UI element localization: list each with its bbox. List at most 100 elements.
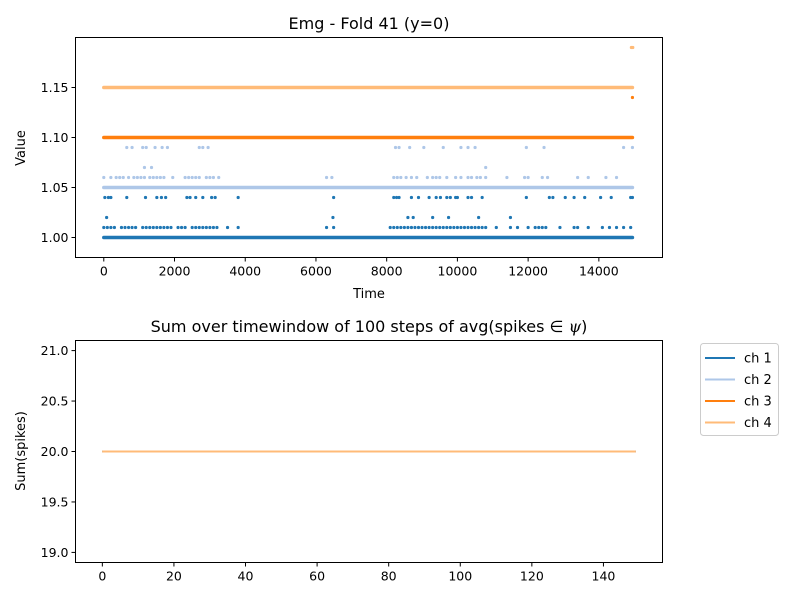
chart1-series-2-point [190,175,194,180]
chart1-series-1-point [416,195,421,200]
chart1-series-1-point [164,195,168,200]
chart1-series-2-point [197,145,201,150]
chart1-series-1-point [151,225,155,230]
chart1-series-2-point [130,145,134,150]
chart1-series-2-point [614,175,619,180]
chart1-series-2-point [522,175,527,180]
chart1-series-1-point [473,225,477,230]
chart1-series-1-point [169,225,173,230]
chart2-x-tick-label: 0 [98,569,106,584]
chart1-series-2-point [330,175,334,180]
chart1-series-1-point [524,195,528,200]
chart1-series-2-point [473,145,477,150]
chart1-series-1-point [112,225,116,230]
chart1-series-1-point [431,215,435,220]
chart1-series-1-point [544,225,548,230]
chart1-series-1-point [423,225,428,230]
chart1-series-1-point [583,195,587,200]
chart1-series-2-point [149,165,154,170]
chart1-series-2-point [459,145,463,150]
chart1-x-tick-label: 14000 [579,264,619,279]
chart1-series-4-point [631,45,635,50]
chart1-series-2-point [142,175,147,180]
chart1-series-1-point [446,215,451,220]
chart1-series-2-point [484,175,488,180]
chart1-series-1-point [188,195,192,200]
chart1-series-2-point [425,175,429,180]
chart1-series-2-point [121,175,125,180]
chart1-series-1-point [420,225,424,230]
chart1-series-1-point [480,195,484,200]
legend-label-4: ch 4 [744,416,772,431]
chart1-series-1-point [109,225,113,230]
chart1-series-2-point [630,145,635,150]
legend-label-2: ch 2 [744,373,772,388]
chart1-series-1-point [332,225,336,230]
chart1-series-1-point [141,225,145,230]
chart1-series-1-point [459,225,463,230]
chart1-series-1-point [477,215,481,220]
chart1-series-2-point [475,175,479,180]
chart1-series-2-point [132,175,136,180]
chart-spike-sum: Sum over timewindow of 100 steps of avg(… [14,317,779,584]
chart1-series-1-point [392,195,396,200]
chart1-series-1-point [609,195,613,200]
chart1-series-1-point [462,225,467,230]
chart1-series-1-point [213,195,217,200]
chart1-series-1-point [431,225,435,230]
chart1-series-1-point [409,195,414,200]
chart1-x-tick-label: 4000 [229,264,261,279]
chart1-series-1-point [397,195,401,200]
chart1-series-2-point [466,145,470,150]
legend-frame [700,343,779,436]
chart1-series-2-point [183,175,187,180]
chart1-series-1-point [607,225,612,230]
chart1-series-2-point [409,175,414,180]
chart1-series-1-point [185,195,189,200]
chart1-series-2-point [102,175,106,180]
chart1-series-2-point [153,145,157,150]
chart1-series-2-point [392,175,396,180]
chart1-series-2-point [118,175,122,180]
chart1-series-1-point [455,225,460,230]
chart1-series-1-point [165,225,170,230]
chart1-series-2-point [187,175,191,180]
chart2-title-part-1: Sum over timewindow of 100 steps of avg(… [151,317,550,336]
chart2-x-tick-label: 120 [520,569,544,584]
chart1-series-2-point [586,175,590,180]
chart1-series-2-point [484,165,488,170]
chart1-y-tick-label: 1.00 [41,230,69,245]
chart1-series-1-point [572,225,576,230]
chart1-y-axis-label: Value [14,130,29,166]
chart1-series-1-point [480,225,484,230]
chart1-series-1-point [469,195,474,200]
chart1-y-tick-label: 1.05 [41,180,69,195]
chart1-series-1-point [388,225,392,230]
chart1-series-2-point [148,175,152,180]
legend-label-3: ch 3 [744,395,772,410]
chart1-series-1-point [563,195,567,200]
chart1-series-1-point [576,225,580,230]
chart1-x-ticks: 0 2000 4000 6000 8000 10000 12000 14000 [100,257,619,279]
chart1-series-1-point [144,225,148,230]
chart1-series-1-point [143,195,148,200]
chart1-series-1-point [438,225,442,230]
chart1-series-1-point [103,195,107,200]
chart1-series-2-point [125,145,129,150]
chart1-series-1-point [394,195,399,200]
chart2-title: Sum over timewindow of 100 steps of avg(… [151,317,588,336]
chart1-axes-frame [75,37,663,258]
chart1-series-1-point [204,225,208,230]
chart1-series-2-point [434,175,438,180]
chart2-y-tick-label: 19.5 [41,494,69,509]
chart1-series-3-point [630,95,635,100]
chart1-x-tick-label: 2000 [159,264,191,279]
chart1-series-1-point [586,225,590,230]
chart1-y-ticks: 1.00 1.05 1.10 1.15 [41,80,76,245]
chart1-series-1-point [434,225,438,230]
chart2-title-part-3: ψ [563,317,581,336]
chart1-series-2-point [454,175,458,180]
chart1-x-tick-label: 0 [100,264,108,279]
chart1-series-1-point [629,225,633,230]
chart1-series-2-point [604,175,608,180]
